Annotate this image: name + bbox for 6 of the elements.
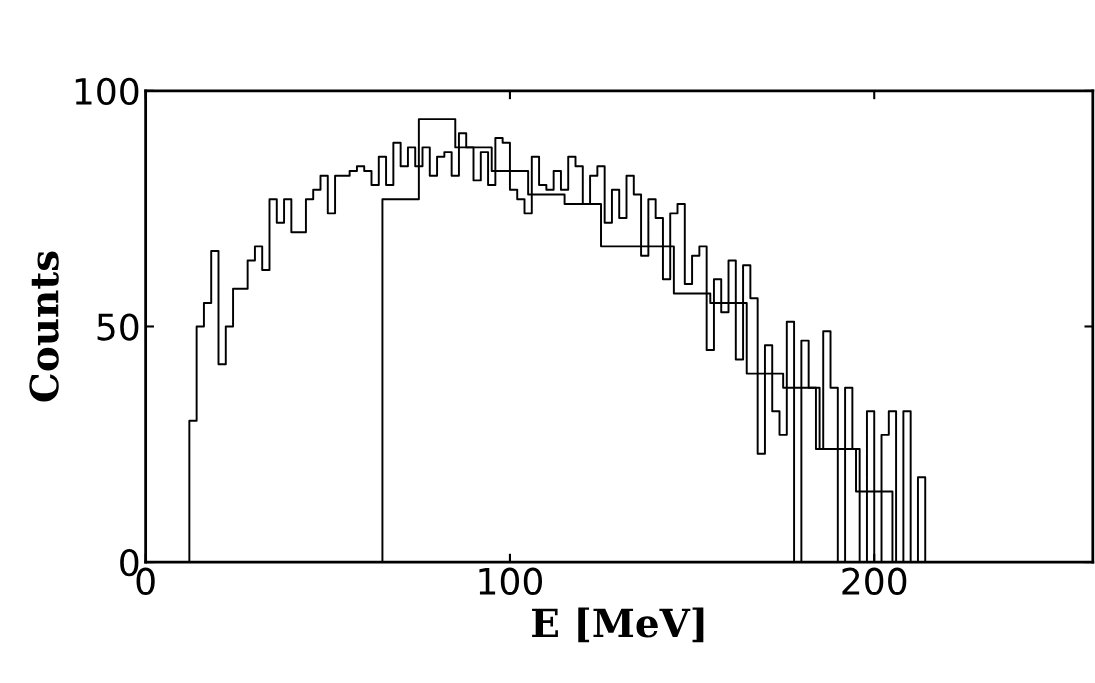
- y-axis-title: Counts: [29, 251, 59, 402]
- x-tick-label: 100: [479, 567, 542, 595]
- y-tick-label: 100: [75, 77, 139, 106]
- x-axis-title: E [MeV]: [532, 607, 704, 643]
- x-tick-label: 200: [842, 567, 907, 595]
- y-tick-label: 50: [97, 313, 139, 341]
